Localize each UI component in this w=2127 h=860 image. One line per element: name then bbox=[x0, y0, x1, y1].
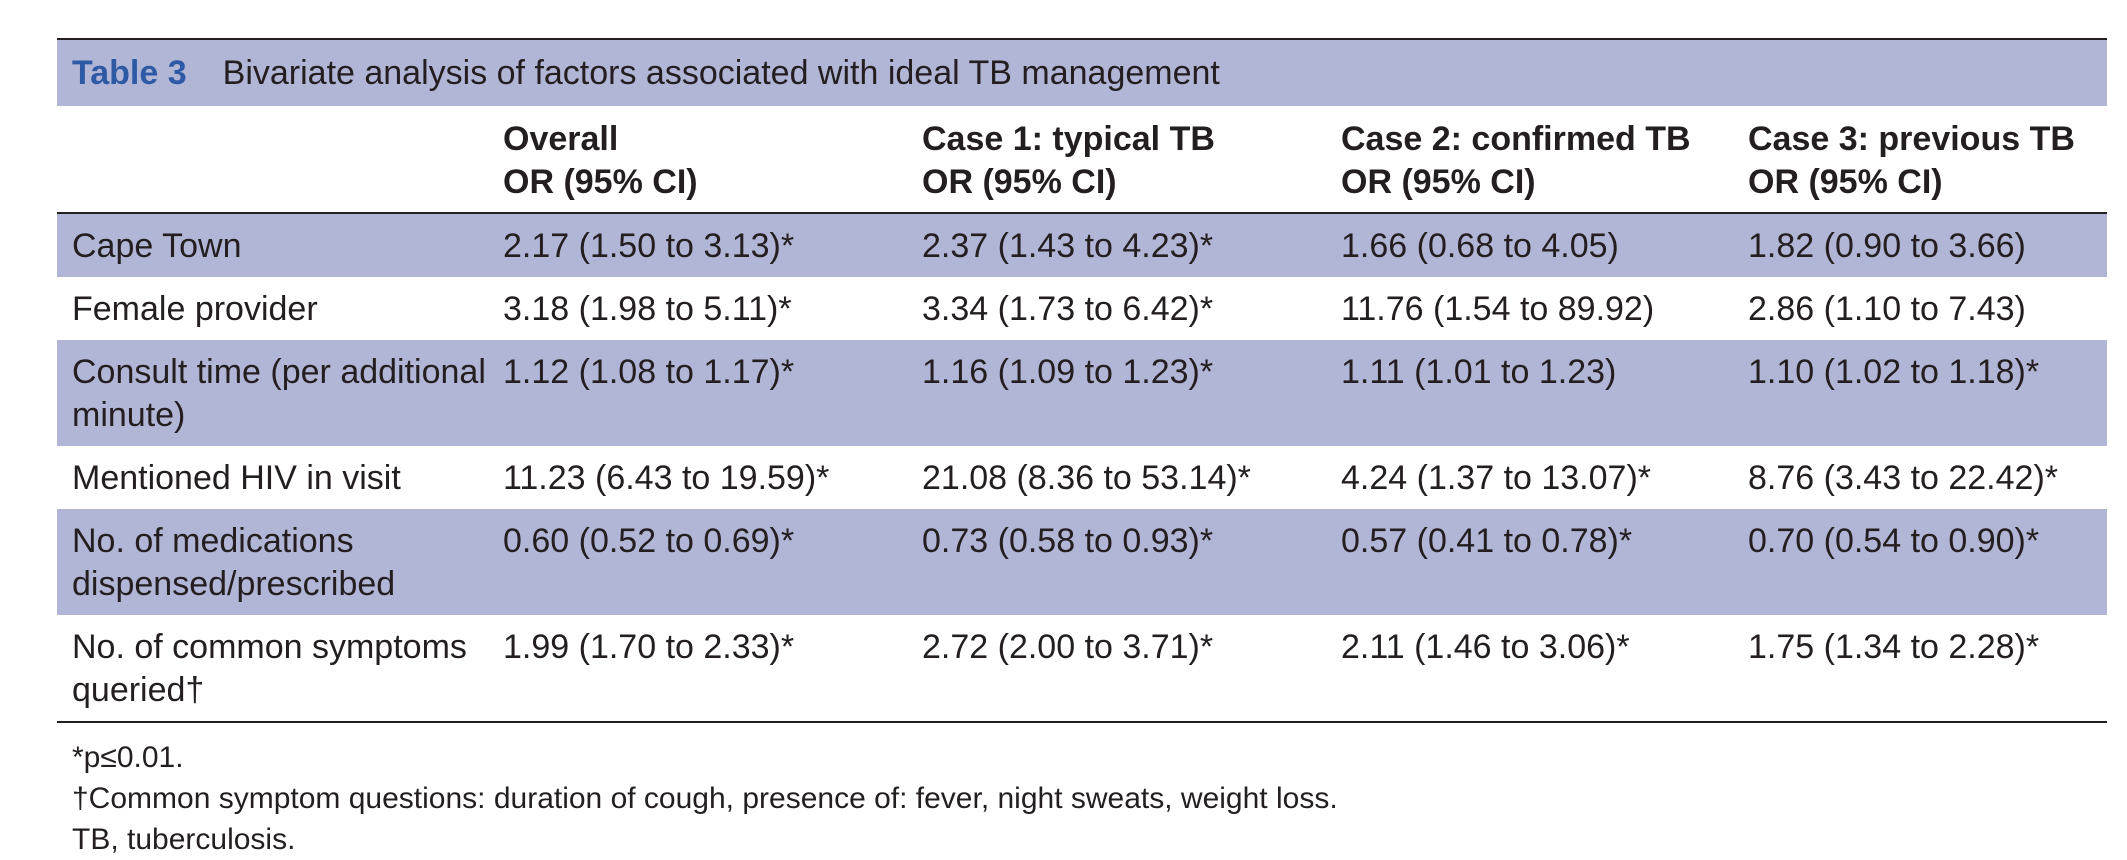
table-cell: 1.99 (1.70 to 2.33)* bbox=[488, 615, 907, 723]
column-header-overall: Overall OR (95% CI) bbox=[488, 106, 907, 214]
table-cell: 11.23 (6.43 to 19.59)* bbox=[503, 459, 830, 497]
table-label: Table 3 bbox=[72, 53, 187, 92]
column-header-subtitle: OR (95% CI) bbox=[503, 163, 698, 201]
row-label: Female provider bbox=[72, 290, 318, 328]
top-rule bbox=[57, 38, 2107, 40]
table-cell: 1.10 (1.02 to 1.18)* bbox=[1733, 340, 2107, 446]
table-cell: 1.75 (1.34 to 2.28)* bbox=[1733, 615, 2107, 723]
table-row: No. of common symptoms queried† 1.99 (1.… bbox=[57, 615, 2107, 723]
table-caption: Table 3 Bivariate analysis of factors as… bbox=[57, 40, 2107, 106]
column-header-case3: Case 3: previous TB OR (95% CI) bbox=[1733, 106, 2107, 214]
column-header-title: Overall bbox=[503, 120, 619, 158]
table-3: Table 3 Bivariate analysis of factors as… bbox=[57, 38, 2107, 860]
table-cell: 21.08 (8.36 to 53.14)* bbox=[922, 459, 1251, 497]
table-row: Mentioned HIV in visit 11.23 (6.43 to 19… bbox=[57, 446, 2107, 509]
header-row: Overall OR (95% CI) Case 1: typical TB O… bbox=[57, 106, 2107, 214]
row-label: No. of medications dispensed/prescribed bbox=[57, 509, 488, 615]
row-label: No. of common symptoms queried† bbox=[57, 615, 488, 723]
column-header-case1: Case 1: typical TB OR (95% CI) bbox=[907, 106, 1326, 214]
table-cell: 3.18 (1.98 to 5.11)* bbox=[503, 290, 792, 328]
column-header-factor bbox=[57, 106, 488, 214]
row-label: Consult time (per additional minute) bbox=[57, 340, 488, 446]
footnote-abbreviation: TB, tuberculosis. bbox=[72, 823, 296, 856]
table-cell: 0.57 (0.41 to 0.78)* bbox=[1326, 509, 1733, 615]
row-label: Mentioned HIV in visit bbox=[72, 459, 401, 497]
table-cell: 1.66 (0.68 to 4.05) bbox=[1326, 213, 1733, 277]
table-cell: 0.60 (0.52 to 0.69)* bbox=[488, 509, 907, 615]
table-cell: 1.11 (1.01 to 1.23) bbox=[1326, 340, 1733, 446]
table-cell: 2.11 (1.46 to 3.06)* bbox=[1326, 615, 1733, 723]
table-cell: 2.86 (1.10 to 7.43) bbox=[1748, 290, 2026, 328]
table-cell: 11.76 (1.54 to 89.92) bbox=[1341, 290, 1655, 328]
table-cell: 2.37 (1.43 to 4.23)* bbox=[907, 213, 1326, 277]
column-header-title: Case 1: typical TB bbox=[922, 120, 1215, 158]
column-header-subtitle: OR (95% CI) bbox=[1341, 163, 1536, 201]
column-header-title: Case 3: previous TB bbox=[1748, 120, 2075, 158]
table-cell: 0.70 (0.54 to 0.90)* bbox=[1733, 509, 2107, 615]
column-header-title: Case 2: confirmed TB bbox=[1341, 120, 1691, 158]
table-cell: 8.76 (3.43 to 22.42)* bbox=[1748, 459, 2059, 497]
table-row: Female provider 3.18 (1.98 to 5.11)* 3.3… bbox=[57, 277, 2107, 340]
table-cell: 2.17 (1.50 to 3.13)* bbox=[488, 213, 907, 277]
table-cell: 1.12 (1.08 to 1.17)* bbox=[488, 340, 907, 446]
table-footnotes: *p≤0.01. †Common symptom questions: dura… bbox=[57, 737, 2107, 860]
table-cell: 4.24 (1.37 to 13.07)* bbox=[1341, 459, 1652, 497]
table-cell: 2.72 (2.00 to 3.71)* bbox=[907, 615, 1326, 723]
column-header-case2: Case 2: confirmed TB OR (95% CI) bbox=[1326, 106, 1733, 214]
table-cell: 0.73 (0.58 to 0.93)* bbox=[907, 509, 1326, 615]
table-row: Cape Town 2.17 (1.50 to 3.13)* 2.37 (1.4… bbox=[57, 213, 2107, 277]
footnote-significance: *p≤0.01. bbox=[72, 741, 184, 774]
column-header-subtitle: OR (95% CI) bbox=[1748, 163, 1943, 201]
table-row: Consult time (per additional minute) 1.1… bbox=[57, 340, 2107, 446]
column-header-subtitle: OR (95% CI) bbox=[922, 163, 1117, 201]
footnote-symptoms: †Common symptom questions: duration of c… bbox=[72, 782, 1338, 815]
table-cell: 1.82 (0.90 to 3.66) bbox=[1733, 213, 2107, 277]
odds-ratio-table: Overall OR (95% CI) Case 1: typical TB O… bbox=[57, 106, 2107, 723]
row-label: Cape Town bbox=[57, 213, 488, 277]
table-cell: 1.16 (1.09 to 1.23)* bbox=[907, 340, 1326, 446]
table-title: Bivariate analysis of factors associated… bbox=[222, 53, 1220, 92]
table-cell: 3.34 (1.73 to 6.42)* bbox=[922, 290, 1214, 328]
table-row: No. of medications dispensed/prescribed … bbox=[57, 509, 2107, 615]
